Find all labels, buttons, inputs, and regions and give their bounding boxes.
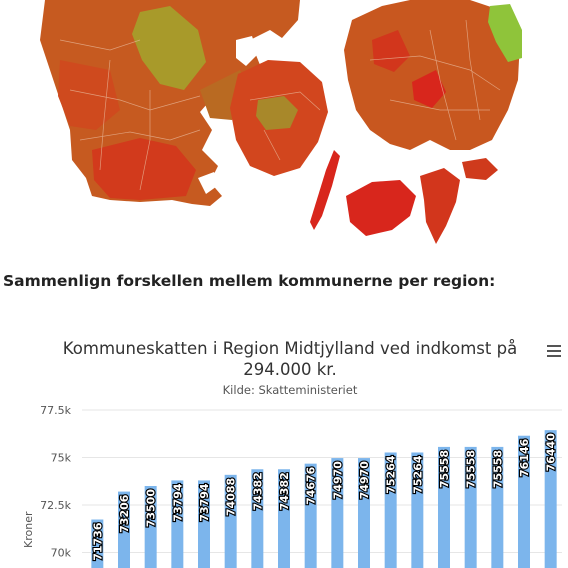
bar bbox=[384, 452, 397, 568]
bar-data-label: 74382 bbox=[278, 472, 291, 510]
map-area-olive-west bbox=[132, 6, 206, 90]
map-area-red-zealand-2 bbox=[372, 30, 410, 72]
map-water-fjord bbox=[236, 36, 258, 66]
bar-data-label: 74676 bbox=[305, 466, 318, 505]
map-region-lolland bbox=[346, 180, 416, 236]
map-region-moen bbox=[462, 158, 498, 180]
bar bbox=[304, 463, 317, 568]
bar-data-label: 74382 bbox=[251, 472, 264, 510]
bar-data-label: 73794 bbox=[171, 483, 184, 522]
y-tick-label: 72.5k bbox=[40, 499, 71, 512]
map-water-fjord-2 bbox=[198, 172, 220, 194]
bar-data-label: 73794 bbox=[198, 483, 211, 522]
bar-data-label: 73206 bbox=[118, 494, 131, 533]
municipality-map bbox=[0, 0, 568, 262]
bar-data-label: 74088 bbox=[225, 478, 238, 516]
map-area-olive-funen bbox=[256, 96, 298, 130]
bar bbox=[544, 430, 557, 568]
bar-data-label: 75264 bbox=[385, 455, 398, 494]
bar-data-label: 75558 bbox=[438, 450, 451, 488]
bar-data-label: 75264 bbox=[411, 455, 424, 494]
map-region-langeland bbox=[310, 150, 340, 230]
chart-title: Kommuneskatten i Region Midtjylland ved … bbox=[62, 339, 518, 379]
bar bbox=[491, 446, 504, 568]
section-heading: Sammenlign forskellen mellem kommunerne … bbox=[3, 272, 496, 290]
bar-data-label: 75558 bbox=[491, 450, 504, 488]
bar-data-label: 74970 bbox=[331, 461, 344, 500]
bar bbox=[331, 458, 344, 568]
bar bbox=[251, 469, 264, 568]
bar bbox=[518, 435, 530, 568]
bar-data-label: 76440 bbox=[545, 433, 558, 472]
chart-plot: 70k 72.5k 75k 77.5k Kroner 71736 73206 73500 737… bbox=[22, 404, 562, 568]
bar bbox=[91, 519, 104, 568]
bar bbox=[224, 474, 237, 568]
map-area-green-zealand bbox=[488, 4, 522, 62]
y-tick-label: 77.5k bbox=[40, 404, 71, 417]
bar-data-label: 74970 bbox=[358, 461, 371, 500]
bar bbox=[118, 491, 130, 568]
bar bbox=[464, 446, 477, 568]
map-region-falster bbox=[420, 168, 460, 244]
bar-chart: Kommuneskatten i Region Midtjylland ved … bbox=[0, 330, 568, 568]
bar-data-label: 73500 bbox=[145, 489, 158, 528]
bar bbox=[411, 452, 424, 568]
y-axis-title: Kroner bbox=[22, 511, 35, 548]
bar bbox=[171, 480, 184, 568]
hamburger-menu-icon[interactable] bbox=[547, 345, 561, 359]
bar-data-label: 71736 bbox=[91, 522, 104, 561]
y-tick-label: 75k bbox=[51, 452, 72, 465]
bar bbox=[198, 480, 210, 568]
bar-data-label: 75558 bbox=[465, 450, 478, 488]
bar bbox=[438, 446, 450, 568]
bar bbox=[358, 458, 370, 568]
bar bbox=[278, 469, 290, 568]
map-area-red-zealand-1 bbox=[412, 70, 446, 108]
y-tick-label: 70k bbox=[51, 547, 72, 560]
municipality-borders bbox=[59, 19, 501, 191]
bar bbox=[144, 486, 157, 568]
bar-data-label: 76146 bbox=[518, 438, 531, 477]
chart-subtitle: Kilde: Skatteministeriet bbox=[222, 383, 358, 397]
